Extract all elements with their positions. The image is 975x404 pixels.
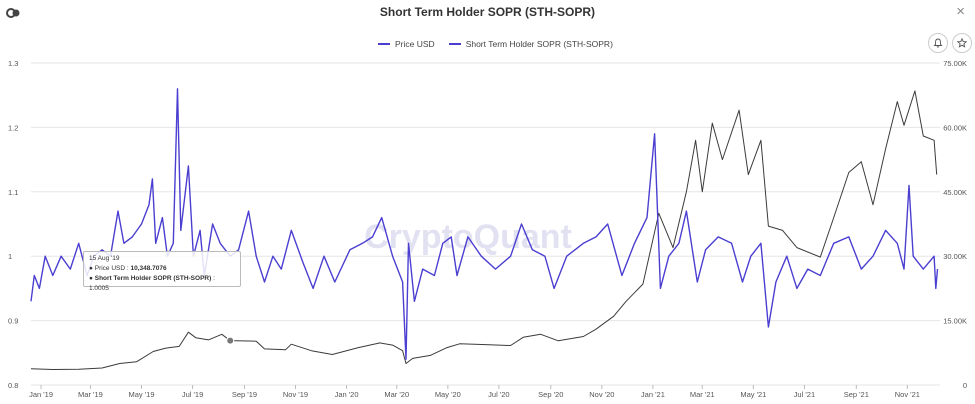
left-tick-label: 1.3 — [8, 59, 18, 68]
chart-title: Short Term Holder SOPR (STH-SOPR) — [379, 5, 596, 19]
tooltip-sopr-value: 1.0005 — [89, 285, 109, 292]
favorite-button[interactable] — [952, 33, 972, 53]
x-tick-label: Nov '20 — [589, 390, 614, 399]
tooltip-price-label: Price USD — [94, 265, 126, 272]
x-tick-label: Mar '19 — [78, 390, 103, 399]
chart-legend: Price USD Short Term Holder SOPR (STH-SO… — [378, 39, 613, 49]
x-tick-label: Jul '19 — [182, 390, 203, 399]
price-line — [30, 90, 938, 370]
right-tick-label: 30.00K — [943, 252, 967, 261]
left-tick-label: 1.1 — [8, 188, 18, 197]
close-button[interactable]: × — [956, 3, 965, 20]
right-tick-label: 60.00K — [943, 123, 967, 132]
x-tick-label: Mar '20 — [384, 390, 409, 399]
x-tick-label: Nov '19 — [283, 390, 308, 399]
tooltip-date: 15 Aug '19 — [89, 255, 120, 262]
sopr-line — [30, 88, 939, 360]
bell-icon — [933, 38, 943, 48]
x-tick-label: Jan '19 — [29, 390, 53, 399]
right-tick-label: 15.00K — [943, 317, 967, 326]
left-tick-label: 0.8 — [8, 381, 18, 390]
x-tick-label: Jan '20 — [335, 390, 359, 399]
tooltip-sopr-label: Short Term Holder SOPR (STH-SOPR) — [94, 275, 212, 282]
x-tick-label: Jul '21 — [794, 390, 815, 399]
x-tick-label: Sep '21 — [844, 390, 869, 399]
x-tick-label: May '19 — [128, 390, 154, 399]
x-tick-label: Jan '21 — [641, 390, 665, 399]
legend-swatch-price — [378, 43, 390, 45]
legend-label-price: Price USD — [395, 39, 435, 49]
x-tick-label: Sep '20 — [538, 390, 563, 399]
logo-icon — [6, 6, 20, 20]
right-tick-label: 75.00K — [943, 59, 967, 68]
alert-button[interactable] — [928, 33, 948, 53]
hover-marker — [226, 336, 235, 345]
x-tick-label: Mar '21 — [690, 390, 715, 399]
legend-item-price[interactable]: Price USD — [378, 39, 435, 49]
x-tick-label: Nov '21 — [895, 390, 920, 399]
tooltip: 15 Aug '19 ● Price USD : 10,348.7076 ● S… — [83, 251, 241, 292]
legend-swatch-sopr — [448, 43, 461, 45]
x-tick-label: Sep '19 — [232, 390, 257, 399]
left-tick-label: 0.9 — [8, 317, 18, 326]
x-tick-label: Jul '20 — [488, 390, 509, 399]
tooltip-price-value: 10,348.7076 — [130, 265, 167, 272]
left-tick-label: 1 — [8, 252, 12, 261]
left-tick-label: 1.2 — [8, 123, 18, 132]
legend-label-sopr: Short Term Holder SOPR (STH-SOPR) — [465, 39, 613, 49]
tooltip-sopr-row: ● Short Term Holder SOPR (STH-SOPR) : 1.… — [89, 275, 215, 292]
x-tick-label: May '20 — [435, 390, 461, 399]
tooltip-price-row: ● Price USD : 10,348.7076 — [89, 265, 167, 272]
right-tick-label: 0 — [963, 381, 967, 390]
star-icon — [957, 38, 967, 48]
legend-item-sopr[interactable]: Short Term Holder SOPR (STH-SOPR) — [448, 39, 613, 49]
right-tick-label: 45.00K — [943, 188, 967, 197]
x-tick-label: May '21 — [740, 390, 766, 399]
